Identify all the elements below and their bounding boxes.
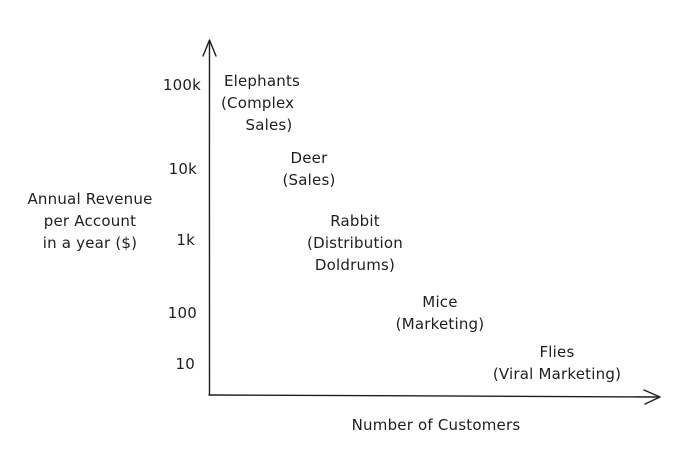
y-tick-10k: 10k (137, 160, 197, 178)
group-elephants-line-2: (Complex (207, 92, 317, 114)
group-mice: Mice (Marketing) (380, 291, 500, 335)
group-mice-line-1: Mice (380, 291, 500, 313)
group-rabbit-line-2: (Distribution (291, 232, 419, 254)
group-flies-line-1: Flies (474, 341, 640, 363)
x-axis-label: Number of Customers (326, 414, 546, 436)
y-axis-label-line-2: per Account (14, 210, 166, 232)
group-elephants-line-3: Sales) (207, 114, 317, 136)
group-elephants: Elephants (Complex Sales) (207, 70, 317, 136)
group-deer-line-2: (Sales) (266, 169, 352, 191)
y-tick-100k: 100k (141, 76, 201, 94)
group-flies: Flies (Viral Marketing) (474, 341, 640, 385)
group-rabbit-line-1: Rabbit (291, 210, 419, 232)
group-elephants-line-1: Elephants (207, 70, 317, 92)
y-tick-100: 100 (137, 304, 197, 322)
group-rabbit-line-3: Doldrums) (291, 254, 419, 276)
group-mice-line-2: (Marketing) (380, 313, 500, 335)
group-flies-line-2: (Viral Marketing) (474, 363, 640, 385)
group-rabbit: Rabbit (Distribution Doldrums) (291, 210, 419, 276)
x-axis-line (209, 395, 659, 397)
group-deer: Deer (Sales) (266, 147, 352, 191)
y-tick-10: 10 (135, 355, 195, 373)
group-deer-line-1: Deer (266, 147, 352, 169)
y-tick-1k: 1k (135, 231, 195, 249)
y-axis-label-line-1: Annual Revenue (14, 188, 166, 210)
